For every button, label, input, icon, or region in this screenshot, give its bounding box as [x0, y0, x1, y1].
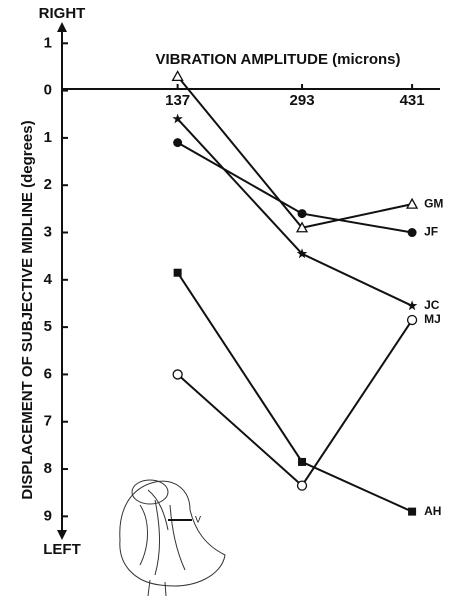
- marker: [406, 300, 418, 311]
- series-label: JF: [424, 225, 438, 239]
- marker: [172, 113, 183, 124]
- y-axis-label: DISPLACEMENT OF SUBJECTIVE MIDLINE (degr…: [19, 120, 36, 499]
- y-tick-label: 4: [44, 271, 53, 288]
- top-label: RIGHT: [39, 5, 86, 22]
- marker: [298, 457, 307, 466]
- y-tick-label: 7: [44, 413, 52, 430]
- marker: [405, 197, 419, 209]
- marker: [296, 248, 308, 259]
- marker: [296, 480, 308, 491]
- marker: [173, 138, 183, 148]
- series-line: [176, 272, 413, 513]
- y-tick-label: 3: [44, 223, 52, 240]
- series-label: AH: [424, 504, 441, 518]
- y-tick-label: 1: [44, 34, 52, 51]
- y-tick-label: 8: [44, 460, 52, 477]
- y-tick-label: 2: [44, 176, 52, 193]
- y-tick-label: 5: [44, 318, 52, 335]
- y-tick-label: 0: [44, 82, 52, 99]
- series-label: GM: [424, 196, 443, 210]
- y-tick-label: 6: [44, 365, 52, 382]
- neck-illustration: [119, 479, 226, 597]
- x-axis-label: VIBRATION AMPLITUDE (microns): [155, 51, 400, 68]
- marker: [173, 268, 182, 277]
- x-tick-label: 137: [165, 92, 190, 109]
- marker: [172, 369, 183, 380]
- series-label: JC: [424, 298, 440, 312]
- x-tick-label: 431: [400, 92, 425, 109]
- y-tick-label: 9: [44, 507, 52, 524]
- bottom-label: LEFT: [43, 541, 81, 558]
- marker: [406, 314, 418, 326]
- series-label: MJ: [424, 312, 441, 326]
- series-line: [176, 319, 413, 488]
- figure-label: V: [195, 514, 201, 524]
- marker: [297, 209, 307, 219]
- marker: [407, 228, 417, 238]
- y-tick-label: 1: [44, 129, 52, 146]
- marker: [171, 70, 184, 82]
- marker: [408, 507, 417, 516]
- marker: [295, 221, 309, 233]
- x-tick-label: 293: [290, 92, 315, 109]
